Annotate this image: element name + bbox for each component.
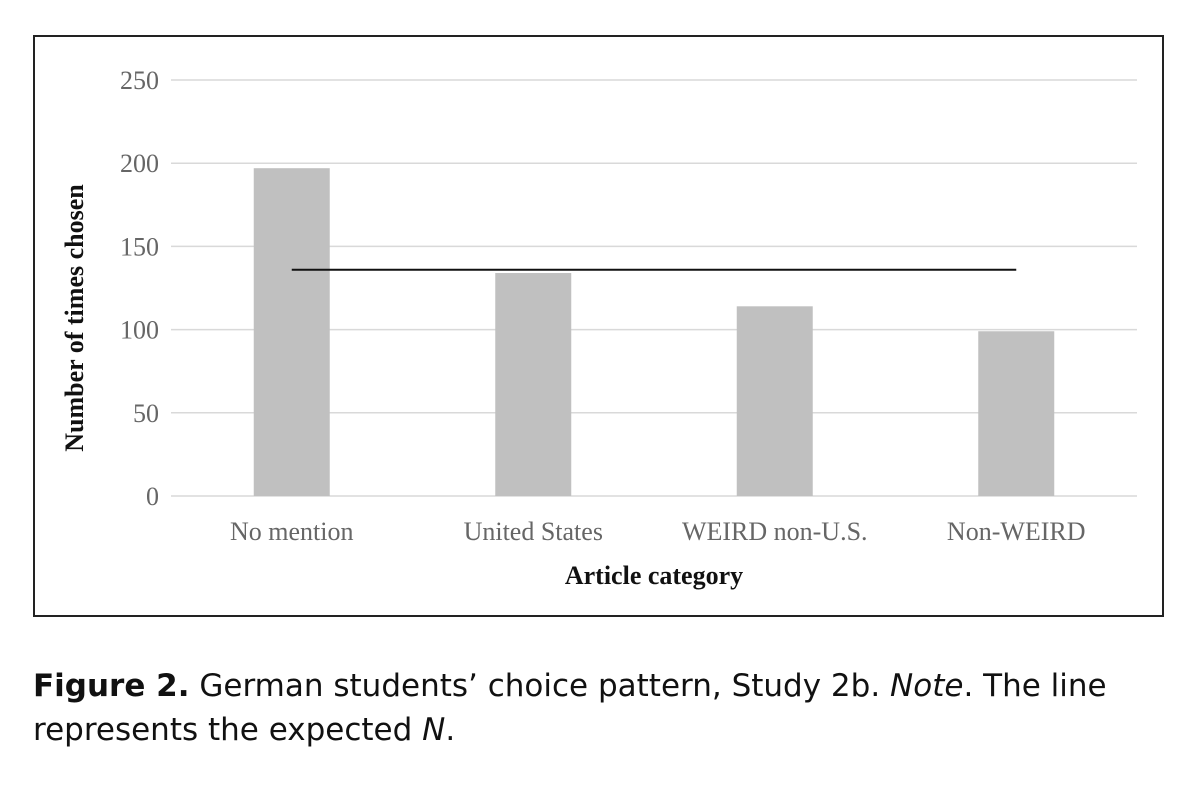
y-tick-label: 150 [120, 232, 159, 261]
caption-text-1: German students’ choice pattern, Study 2… [189, 668, 891, 704]
bar-chart: 0 50 100 150 200 250 No mention United States W… [60, 66, 1137, 590]
caption-figure-label: Figure 2. [33, 668, 190, 704]
x-tick-label: No mention [230, 517, 354, 546]
caption-n: N [422, 712, 446, 748]
caption-note: Note [890, 668, 964, 704]
bar [736, 306, 813, 496]
bar [253, 168, 330, 496]
bars [253, 168, 1055, 496]
y-tick-labels: 0 50 100 150 200 250 [120, 66, 159, 511]
y-tick-label: 50 [133, 399, 159, 428]
y-axis-title: Number of times chosen [60, 184, 89, 452]
figure-caption: Figure 2. German students’ choice patter… [33, 664, 1173, 752]
bar [978, 331, 1055, 496]
x-axis-title: Article category [565, 561, 743, 590]
y-tick-label: 0 [146, 482, 159, 511]
caption-text-2: . The line represents the expected [33, 668, 1107, 748]
bar [495, 273, 572, 496]
y-tick-label: 250 [120, 66, 159, 95]
chart-frame: 0 50 100 150 200 250 No mention United States W… [33, 35, 1164, 617]
caption-text-3: . [445, 712, 456, 748]
y-tick-label: 100 [120, 316, 159, 345]
x-tick-label: United States [464, 517, 603, 546]
x-tick-label: WEIRD non-U.S. [682, 517, 868, 546]
x-tick-label: Non-WEIRD [947, 517, 1086, 546]
gridlines [171, 79, 1137, 497]
y-tick-label: 200 [120, 149, 159, 178]
x-tick-labels: No mention United States WEIRD non-U.S. Non… [230, 517, 1086, 546]
